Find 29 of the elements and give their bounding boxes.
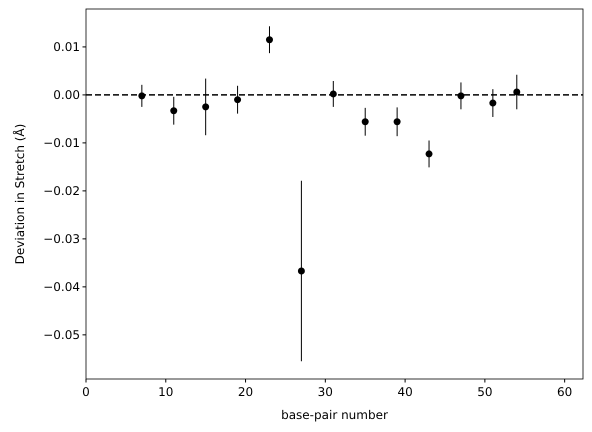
point [266,36,273,44]
point [234,96,242,104]
point [513,88,520,96]
point [170,107,178,114]
y-axis-title: Deviation in Stretch (Å) [12,124,27,264]
y-tick-label: −0.02 [43,184,80,198]
y-tick-label: 0.00 [53,88,80,102]
point [362,118,369,126]
point [202,103,210,110]
point [394,118,401,126]
point [330,90,337,98]
point [426,150,433,158]
y-tick-label: −0.01 [43,136,80,150]
y-tick-label: −0.04 [43,280,80,294]
y-tick-label: −0.03 [43,232,80,246]
x-tick-label: 30 [318,385,333,399]
x-tick-label: 10 [158,385,174,399]
y-tick-label: 0.01 [53,40,80,54]
point [457,92,464,100]
y-tick-label: −0.05 [43,328,80,342]
x-tick-label: 20 [238,385,254,399]
point [138,92,146,100]
point [489,100,496,107]
point [298,268,305,275]
x-tick-label: 50 [477,385,493,399]
x-tick-label: 0 [82,385,90,399]
x-tick-label: 40 [397,385,413,399]
x-tick-label: 60 [557,385,572,399]
x-axis-title: base-pair number [281,408,388,422]
